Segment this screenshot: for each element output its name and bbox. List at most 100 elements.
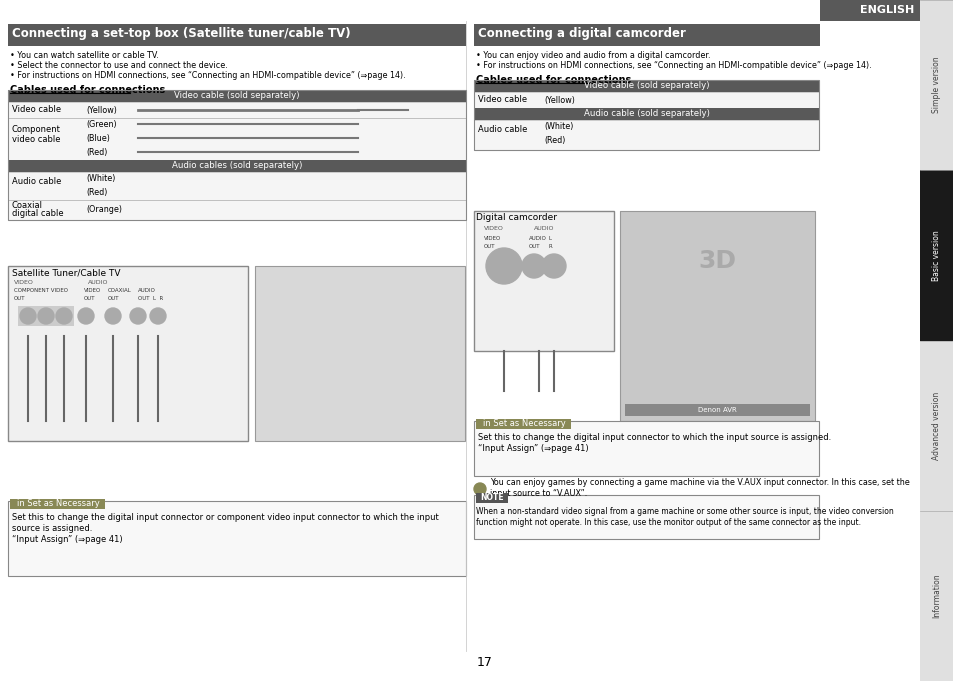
Bar [619,211,814,421]
Text: Information: Information [931,573,941,618]
Bar [624,404,809,416]
Bar [8,24,465,46]
Text: Connecting a digital camcorder: Connecting a digital camcorder [477,27,685,40]
Text: Video cable (sold separately): Video cable (sold separately) [583,82,708,91]
Bar [18,306,38,326]
Bar [254,266,464,441]
Text: source is assigned.: source is assigned. [12,524,92,533]
Text: (White): (White) [86,174,115,183]
Text: VIDEO: VIDEO [14,280,34,285]
Text: (Green): (Green) [86,119,116,129]
Bar [474,495,818,539]
Bar [8,102,465,118]
Text: Video cable (sold separately): Video cable (sold separately) [174,91,299,101]
Text: OUT: OUT [14,296,26,301]
Text: AUDIO: AUDIO [138,288,155,293]
Text: COMPONENT VIDEO: COMPONENT VIDEO [14,288,68,293]
Text: Audio cable (sold separately): Audio cable (sold separately) [583,110,709,118]
Text: (Red): (Red) [86,148,108,157]
Text: Digital camcorder: Digital camcorder [476,213,557,222]
Bar [8,160,465,172]
Text: OUT: OUT [529,244,540,249]
Text: 17: 17 [476,656,493,669]
Circle shape [150,308,166,324]
Bar [476,493,507,503]
Text: Basic version: Basic version [931,230,941,281]
Text: R: R [548,244,552,249]
Bar [474,120,818,150]
Circle shape [78,308,94,324]
Circle shape [521,254,545,278]
Text: Set this to change the digital input connector or component video input connecto: Set this to change the digital input con… [12,513,438,522]
Circle shape [38,308,54,324]
Text: AUDIO: AUDIO [534,226,554,231]
Bar [474,24,820,46]
Text: digital cable: digital cable [12,210,64,219]
Text: When a non-standard video signal from a game machine or some other source is inp: When a non-standard video signal from a … [476,507,893,516]
Circle shape [485,248,521,284]
Text: (White): (White) [543,121,573,131]
Text: (Blue): (Blue) [86,133,110,142]
Bar [476,419,571,429]
Text: “Input Assign” (⇒page 41): “Input Assign” (⇒page 41) [12,535,123,544]
Circle shape [56,308,71,324]
Bar [8,90,465,220]
Bar [474,92,818,108]
Circle shape [130,308,146,324]
Text: (Red): (Red) [543,136,565,144]
Bar [10,499,105,509]
Text: AUDIO: AUDIO [88,280,109,285]
Bar [474,80,818,92]
Circle shape [105,308,121,324]
Bar [919,170,953,340]
Text: Set this to change the digital input connector to which the input source is assi: Set this to change the digital input con… [477,433,830,442]
Bar [474,421,818,476]
Text: L: L [548,236,552,241]
Bar [919,511,953,681]
Bar [919,340,953,511]
Text: (Red): (Red) [86,187,108,197]
Text: Simple version: Simple version [931,57,941,114]
Text: • For instructions on HDMI connections, see “Connecting an HDMI-compatible devic: • For instructions on HDMI connections, … [476,61,871,70]
Text: Cables used for connections: Cables used for connections [10,85,165,95]
Text: (Yellow): (Yellow) [86,106,117,114]
Text: VIDEO: VIDEO [483,236,500,241]
Text: AUDIO: AUDIO [529,236,546,241]
Text: 3D: 3D [698,249,736,273]
Text: • You can enjoy video and audio from a digital camcorder.: • You can enjoy video and audio from a d… [476,51,710,60]
Text: Coaxial: Coaxial [12,202,43,210]
Bar [8,102,465,118]
Bar [619,211,814,421]
Text: NOTE: NOTE [479,494,503,503]
Text: (Yellow): (Yellow) [543,95,575,104]
Bar [8,200,465,220]
Text: ENGLISH: ENGLISH [859,5,913,15]
Bar [8,200,465,220]
Text: Video cable: Video cable [477,95,527,104]
Text: Connecting a set-top box (Satellite tuner/cable TV): Connecting a set-top box (Satellite tune… [12,27,351,40]
Text: Video cable: Video cable [12,106,61,114]
Text: Satellite Tuner/Cable TV: Satellite Tuner/Cable TV [12,268,120,277]
Bar [8,118,465,160]
Text: VIDEO: VIDEO [84,288,101,293]
Bar [8,266,248,441]
Text: Audio cable: Audio cable [477,125,527,135]
Text: (Orange): (Orange) [86,206,122,215]
Text: function might not operate. In this case, use the monitor output of the same con: function might not operate. In this case… [476,518,861,527]
Text: Audio cables (sold separately): Audio cables (sold separately) [172,161,302,170]
Bar [474,92,818,108]
Bar [474,211,614,351]
Text: • Select the connector to use and connect the device.: • Select the connector to use and connec… [10,61,228,70]
Text: in Set as Necessary: in Set as Necessary [482,419,565,428]
Bar [820,0,953,21]
Text: Denon AVR: Denon AVR [698,407,736,413]
Text: Audio cable: Audio cable [12,178,61,187]
Text: VIDEO: VIDEO [483,226,503,231]
Text: OUT: OUT [108,296,119,301]
Text: Advanced version: Advanced version [931,392,941,460]
Circle shape [474,483,485,495]
Text: COAXIAL: COAXIAL [108,288,132,293]
Bar [8,118,465,160]
Circle shape [541,254,565,278]
Bar [8,501,465,576]
